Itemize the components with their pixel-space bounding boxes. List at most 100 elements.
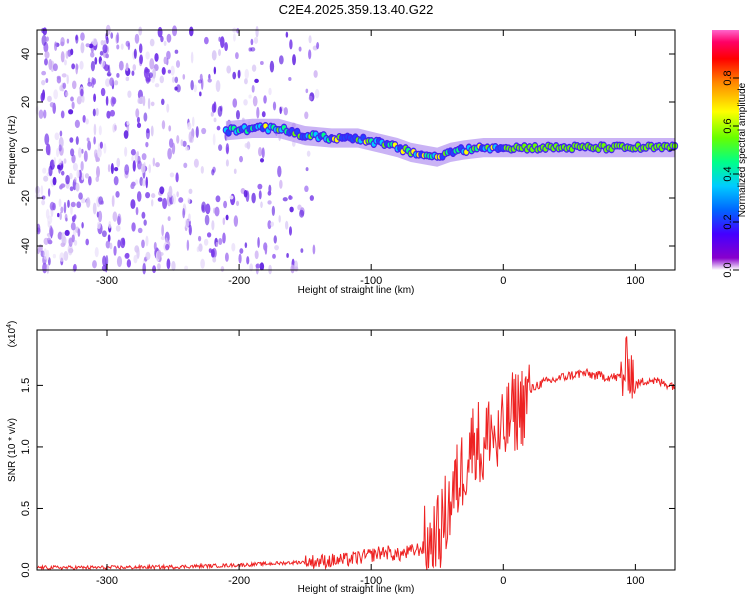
spectrogram-noise-blob bbox=[134, 152, 138, 163]
spectrogram-noise-blob bbox=[155, 162, 160, 168]
spectrogram-noise-blob bbox=[126, 259, 132, 268]
spectrogram-noise-blob bbox=[57, 212, 60, 218]
snr-panel: -300 -200 -100 0 100 0.0 0.5 1.0 1.5 Height of … bbox=[6, 321, 676, 595]
spectrogram-noise-blob bbox=[118, 60, 124, 71]
spectrogram-noise-blob bbox=[65, 50, 69, 59]
spectrogram-noise-blob bbox=[139, 96, 144, 105]
spectrogram-noise-blob bbox=[56, 148, 60, 158]
spectrogram-noise-blob bbox=[38, 109, 44, 120]
colorbar-tick-label: 0.8 bbox=[722, 70, 734, 85]
spectrogram-noise-blob bbox=[130, 149, 136, 156]
spectrogram-noise-blob bbox=[70, 222, 76, 231]
spectrogram-noise-blob bbox=[41, 199, 46, 206]
spectrogram-noise-blob bbox=[176, 84, 181, 93]
spectrogram-noise-blob bbox=[69, 137, 74, 143]
spectrogram-noise-blob bbox=[120, 43, 124, 50]
spectrogram-noise-blob bbox=[131, 155, 134, 162]
colorbar-tick-label: 0.0 bbox=[722, 262, 734, 277]
spectrogram-noise-blob bbox=[88, 43, 94, 49]
spectrogram-noise-blob bbox=[145, 176, 148, 189]
spectrogram-x-label: Height of straight line (km) bbox=[298, 285, 415, 296]
spectrogram-noise bbox=[35, 24, 320, 275]
spectrogram-noise-blob bbox=[74, 119, 80, 129]
spectrogram-noise-blob bbox=[233, 215, 239, 227]
spectrogram-noise-blob bbox=[90, 51, 95, 58]
spectrogram-noise-blob bbox=[76, 201, 82, 209]
spectrogram-noise-blob bbox=[289, 206, 294, 213]
spectrogram-noise-blob bbox=[134, 245, 140, 253]
x-tick-label: 0 bbox=[500, 275, 506, 287]
spectrogram-noise-blob bbox=[105, 95, 109, 106]
x-tick-label: 0 bbox=[500, 575, 506, 587]
spectrogram-noise-blob bbox=[81, 222, 84, 229]
spectrogram-noise-blob bbox=[113, 176, 119, 186]
x-tick-label: -300 bbox=[96, 575, 118, 587]
spectrogram-noise-blob bbox=[72, 228, 76, 237]
spectrogram-noise-blob bbox=[203, 238, 209, 246]
spectrogram-noise-blob bbox=[222, 217, 226, 226]
spectrogram-noise-blob bbox=[163, 56, 167, 65]
spectrogram-noise-blob bbox=[190, 79, 194, 91]
spectrogram-y-label: Frequency (Hz) bbox=[7, 116, 18, 185]
spectrogram-noise-blob bbox=[111, 195, 115, 208]
spectrogram-noise-blob bbox=[105, 53, 109, 59]
spectrogram-noise-blob bbox=[137, 227, 143, 234]
spectrogram-noise-blob bbox=[267, 200, 272, 205]
spectrogram-noise-blob bbox=[80, 88, 84, 97]
spectrogram-noise-blob bbox=[277, 165, 282, 178]
spectrogram-noise-blob bbox=[117, 213, 122, 226]
spectrogram-noise-blob bbox=[197, 235, 202, 242]
spectrogram-noise-blob bbox=[211, 169, 215, 176]
spectrogram-noise-blob bbox=[84, 173, 90, 179]
spectrogram-noise-blob bbox=[285, 31, 289, 38]
spectrogram-noise-blob bbox=[154, 52, 159, 62]
spectrogram-noise-blob bbox=[203, 36, 209, 45]
spectrogram-noise-blob bbox=[235, 109, 240, 120]
spectrogram-noise-blob bbox=[47, 188, 51, 197]
spectrogram-noise-blob bbox=[53, 157, 57, 166]
spectrogram-noise-blob bbox=[132, 64, 137, 71]
spectrogram-noise-blob bbox=[143, 219, 147, 226]
spectrogram-noise-blob bbox=[206, 232, 212, 238]
spectrogram-noise-blob bbox=[91, 76, 95, 89]
spectrogram-noise-blob bbox=[69, 172, 73, 180]
spectrogram-noise-blob bbox=[102, 255, 107, 267]
spectrogram-noise-blob bbox=[306, 150, 311, 157]
spectrogram-noise-blob bbox=[45, 208, 50, 220]
spectrogram-noise-blob bbox=[78, 147, 82, 158]
spectrogram-noise-blob bbox=[135, 179, 139, 185]
spectrogram-noise-blob bbox=[167, 216, 171, 221]
x-tick-label: -200 bbox=[228, 575, 250, 587]
snr-y-label: SNR (10 * v/v) bbox=[7, 418, 18, 482]
spectrogram-noise-blob bbox=[109, 109, 116, 117]
spectrogram-noise-blob bbox=[197, 79, 203, 84]
spectrogram-noise-blob bbox=[85, 43, 90, 48]
spectrogram-noise-blob bbox=[70, 148, 75, 157]
spectrogram-noise-blob bbox=[64, 229, 70, 237]
spectrogram-noise-blob bbox=[95, 107, 99, 116]
spectrogram-noise-blob bbox=[105, 240, 111, 249]
spectrogram-noise-blob bbox=[249, 263, 254, 272]
spectrogram-noise-blob bbox=[47, 237, 51, 243]
spectrogram-noise-blob bbox=[66, 38, 70, 44]
spectrogram-noise-blob bbox=[124, 253, 130, 260]
x-tick-label: -100 bbox=[360, 275, 382, 287]
spectrogram-noise-blob bbox=[80, 42, 85, 54]
spectrogram-noise-blob bbox=[313, 70, 318, 78]
spectrogram-noise-blob bbox=[141, 211, 146, 219]
spectrogram-noise-blob bbox=[223, 200, 228, 209]
spectrogram-noise-blob bbox=[148, 72, 153, 79]
spectrogram-noise-blob bbox=[244, 68, 249, 80]
spectrogram-noise-blob bbox=[116, 32, 120, 44]
spectrogram-noise-blob bbox=[132, 160, 136, 172]
spectrogram-noise-blob bbox=[200, 258, 205, 269]
spectrogram-noise-blob bbox=[191, 116, 195, 127]
spectrogram-noise-blob bbox=[49, 225, 53, 237]
spectrogram-noise-blob bbox=[257, 237, 260, 248]
spectrogram-noise-blob bbox=[66, 74, 69, 85]
spectrogram-noise-blob bbox=[126, 120, 130, 125]
spectrogram-noise-blob bbox=[85, 118, 89, 125]
spectrogram-noise-blob bbox=[171, 76, 176, 83]
spectrogram-noise-blob bbox=[85, 197, 91, 208]
